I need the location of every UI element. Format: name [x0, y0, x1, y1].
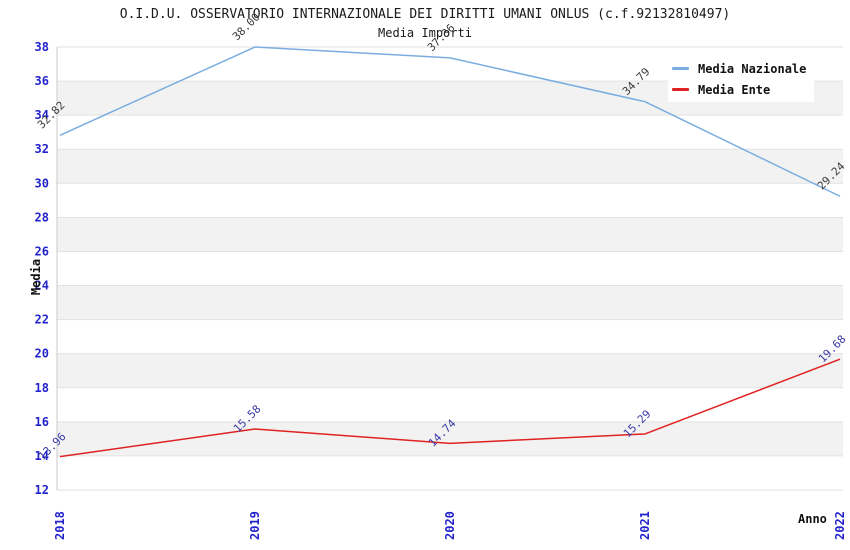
chart-subtitle: Media Importi: [378, 26, 472, 40]
grid-band: [57, 285, 843, 320]
x-axis-title: Anno: [798, 512, 827, 526]
legend-label: Media Ente: [698, 82, 771, 97]
y-tick-label: 18: [35, 381, 49, 395]
y-tick-label: 30: [35, 176, 49, 190]
y-tick-label: 14: [35, 449, 49, 463]
y-tick-label: 16: [35, 415, 49, 429]
y-tick-label: 38: [35, 40, 49, 54]
legend: Media Nazionale Media Ente: [668, 56, 814, 102]
y-tick-label: 22: [35, 313, 49, 327]
national-series-line: [59, 46, 841, 197]
entity-series-swatch-icon: [672, 88, 689, 91]
value-label: 38.00: [230, 11, 263, 44]
y-tick-label: 26: [35, 244, 49, 258]
grid-band: [57, 149, 843, 184]
y-tick-label: 32: [35, 142, 49, 156]
y-tick-label: 24: [35, 279, 49, 293]
value-label: 37.36: [425, 21, 458, 54]
x-tick-label: 2019: [248, 511, 262, 540]
y-tick-label: 34: [35, 108, 49, 122]
x-tick-label: 2021: [638, 511, 652, 540]
legend-item-media-ente: Media Ente: [672, 83, 814, 97]
x-tick-label: 2018: [53, 511, 67, 540]
national-series-swatch-icon: [672, 67, 689, 70]
legend-label: Media Nazionale: [698, 61, 807, 76]
grid-band: [57, 353, 843, 388]
y-tick-label: 28: [35, 210, 49, 224]
x-tick-label: 2020: [443, 511, 457, 540]
chart-title: O.I.D.U. OSSERVATORIO INTERNAZIONALE DEI…: [119, 7, 731, 22]
y-tick-label: 20: [35, 347, 49, 361]
y-tick-label: 36: [35, 74, 49, 88]
x-tick-label: 2022: [833, 511, 847, 540]
y-axis-title: Media: [29, 258, 44, 296]
entity-series-line: [59, 358, 841, 458]
legend-item-media-nazionale: Media Nazionale: [672, 62, 814, 76]
y-tick-label: 12: [35, 483, 49, 497]
grid-band: [57, 217, 843, 252]
